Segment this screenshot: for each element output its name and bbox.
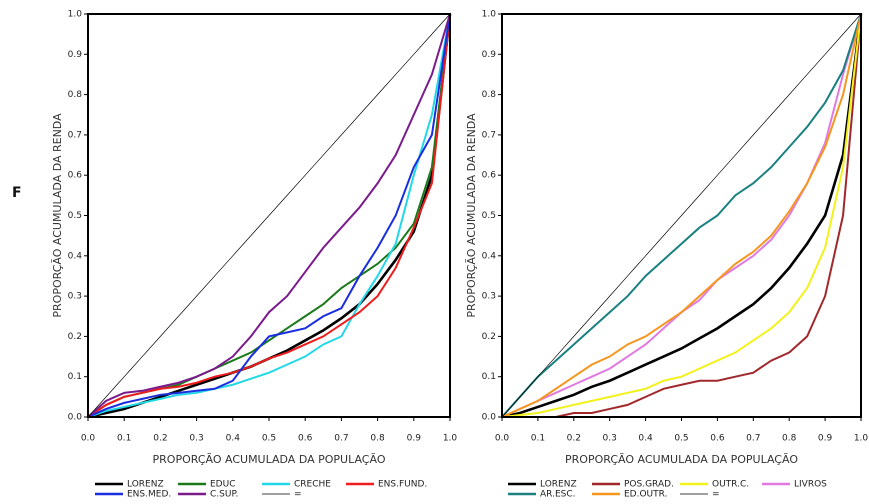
- y-tick-label: 0.9: [68, 50, 83, 60]
- x-tick-label: 0.5: [262, 434, 276, 444]
- y-axis-label: PROPORÇÃO ACUMULADA DA RENDA: [465, 113, 478, 318]
- x-tick-label: 0.0: [495, 434, 510, 444]
- series-line: [87, 13, 451, 418]
- y-tick-label: 0.7: [68, 130, 82, 140]
- legend-label: LORENZ: [540, 480, 577, 490]
- y-tick-label: 1.0: [482, 10, 497, 20]
- y-tick-label: 0.3: [68, 292, 82, 302]
- y-tick-label: 0.6: [482, 171, 497, 181]
- legend-label: CRECHE: [294, 480, 331, 490]
- x-tick-label: 0.8: [370, 434, 385, 444]
- x-tick-label: 0.2: [153, 434, 167, 444]
- y-tick-label: 0.0: [482, 413, 497, 423]
- y-tick-label: 0.0: [68, 413, 83, 423]
- y-tick-label: 0.9: [482, 50, 497, 60]
- x-axis-label: PROPORÇÃO ACUMULADA DA POPULAÇÃO: [153, 453, 386, 466]
- x-tick-label: 0.1: [531, 434, 545, 444]
- legend-label: POS.GRAD.: [624, 480, 674, 490]
- y-tick-label: 0.4: [482, 251, 497, 261]
- x-tick-label: 0.6: [298, 434, 313, 444]
- series-line: [87, 13, 451, 418]
- series-line: [87, 13, 451, 418]
- x-tick-label: 0.4: [226, 434, 241, 444]
- x-tick-label: 0.3: [603, 434, 617, 444]
- y-tick-label: 0.8: [482, 90, 497, 100]
- panel-label: F: [12, 185, 22, 201]
- y-tick-label: 0.6: [68, 171, 83, 181]
- series-line: [87, 13, 451, 418]
- y-tick-label: 0.4: [68, 251, 83, 261]
- y-tick-label: 0.5: [68, 211, 82, 221]
- x-axis-label: PROPORÇÃO ACUMULADA DA POPULAÇÃO: [565, 453, 798, 466]
- legend-label: ED.OUTR.: [624, 490, 667, 500]
- series-line: [501, 13, 863, 419]
- y-tick-label: 0.7: [482, 130, 496, 140]
- x-tick-label: 0.2: [567, 434, 581, 444]
- x-tick-label: 0.7: [746, 434, 760, 444]
- x-tick-label: 1.0: [443, 434, 458, 444]
- x-tick-label: 0.1: [117, 434, 131, 444]
- legend-label: =: [712, 490, 720, 500]
- series-line: [501, 13, 862, 418]
- x-tick-label: 1.0: [854, 434, 869, 444]
- x-tick-label: 0.5: [674, 434, 688, 444]
- y-tick-label: 0.2: [68, 332, 82, 342]
- y-axis-label: PROPORÇÃO ACUMULADA DA RENDA: [51, 113, 64, 318]
- legend-label: LIVROS: [794, 480, 827, 490]
- series-line: [501, 13, 862, 418]
- legend-label: ENS.FUND.: [378, 480, 427, 490]
- x-tick-label: 0.7: [334, 434, 348, 444]
- legend-label: AR.ESC.: [540, 490, 576, 500]
- x-tick-label: 0.4: [638, 434, 653, 444]
- x-tick-label: 0.9: [407, 434, 422, 444]
- x-tick-label: 0.6: [710, 434, 725, 444]
- x-tick-label: 0.3: [189, 434, 203, 444]
- y-tick-label: 1.0: [68, 10, 83, 20]
- legend-label: EDUC: [210, 480, 236, 490]
- legend-label: ENS.MED.: [127, 490, 171, 500]
- legend-label: C.SUP.: [210, 490, 238, 500]
- x-tick-label: 0.8: [782, 434, 797, 444]
- legend-label: =: [294, 490, 302, 500]
- series-line: [502, 13, 862, 418]
- plot-frame: [87, 13, 451, 418]
- series-line: [87, 13, 451, 418]
- y-tick-label: 0.2: [482, 332, 496, 342]
- y-tick-label: 0.5: [482, 211, 496, 221]
- x-tick-label: 0.9: [818, 434, 833, 444]
- y-tick-label: 0.3: [482, 292, 496, 302]
- series-line: [501, 13, 862, 418]
- legend-label: OUTR.C.: [712, 480, 749, 490]
- x-tick-label: 0.0: [81, 434, 96, 444]
- y-tick-label: 0.1: [482, 372, 496, 382]
- plot-frame: [501, 13, 862, 418]
- y-tick-label: 0.1: [68, 372, 82, 382]
- legend-label: LORENZ: [127, 480, 164, 490]
- series-line: [501, 13, 862, 418]
- y-tick-label: 0.8: [68, 90, 83, 100]
